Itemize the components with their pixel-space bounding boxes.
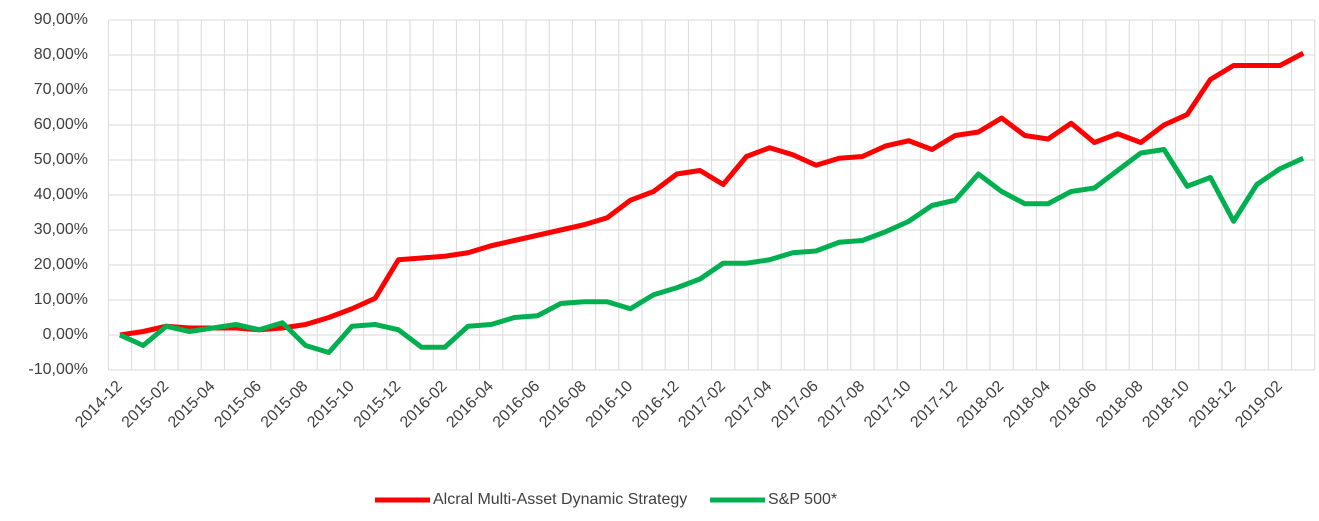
x-tick-label: 2015-08 xyxy=(258,378,312,432)
x-tick-label: 2018-04 xyxy=(1000,378,1054,432)
y-tick-label: 60,00% xyxy=(34,116,88,133)
x-tick-label: 2016-12 xyxy=(629,378,683,432)
x-tick-label: 2015-06 xyxy=(211,378,265,432)
y-tick-label: 30,00% xyxy=(34,221,88,238)
x-tick-label: 2016-04 xyxy=(443,378,497,432)
x-tick-label: 2017-04 xyxy=(722,378,776,432)
legend-label: Alcral Multi-Asset Dynamic Strategy xyxy=(433,491,687,508)
x-tick-label: 2016-06 xyxy=(490,378,544,432)
x-tick-label: 2015-02 xyxy=(119,378,173,432)
x-tick-label: 2017-08 xyxy=(815,378,869,432)
x-tick-label: 2015-10 xyxy=(304,378,358,432)
x-tick-label: 2016-02 xyxy=(397,378,451,432)
series-line xyxy=(118,147,1305,355)
x-tick-label: 2017-06 xyxy=(768,378,822,432)
series-line xyxy=(119,51,1305,338)
y-tick-label: 10,00% xyxy=(34,291,88,308)
x-tick-label: 2016-10 xyxy=(583,378,637,432)
y-tick-label: 70,00% xyxy=(34,81,88,98)
x-tick-label: 2018-02 xyxy=(954,378,1008,432)
y-tick-label: 40,00% xyxy=(34,186,88,203)
x-tick-label: 2014-12 xyxy=(72,378,126,432)
x-tick-label: 2019-02 xyxy=(1232,378,1286,432)
x-tick-label: 2018-10 xyxy=(1139,378,1193,432)
y-tick-label: 50,00% xyxy=(34,151,88,168)
y-tick-label: 20,00% xyxy=(34,256,88,273)
x-tick-label: 2015-04 xyxy=(165,378,219,432)
x-tick-label: 2015-12 xyxy=(351,378,405,432)
x-tick-label: 2018-12 xyxy=(1186,378,1240,432)
x-tick-label: 2016-08 xyxy=(536,378,590,432)
x-tick-label: 2017-02 xyxy=(675,378,729,432)
x-tick-label: 2017-12 xyxy=(907,378,961,432)
y-tick-label: 80,00% xyxy=(34,46,88,63)
x-tick-label: 2017-10 xyxy=(861,378,915,432)
x-tick-label: 2018-06 xyxy=(1047,378,1101,432)
legend-label: S&P 500* xyxy=(768,491,837,508)
x-tick-label: 2018-08 xyxy=(1093,378,1147,432)
y-tick-label: 0,00% xyxy=(43,326,88,343)
y-tick-label: -10,00% xyxy=(28,361,88,378)
y-tick-label: 90,00% xyxy=(34,11,88,28)
